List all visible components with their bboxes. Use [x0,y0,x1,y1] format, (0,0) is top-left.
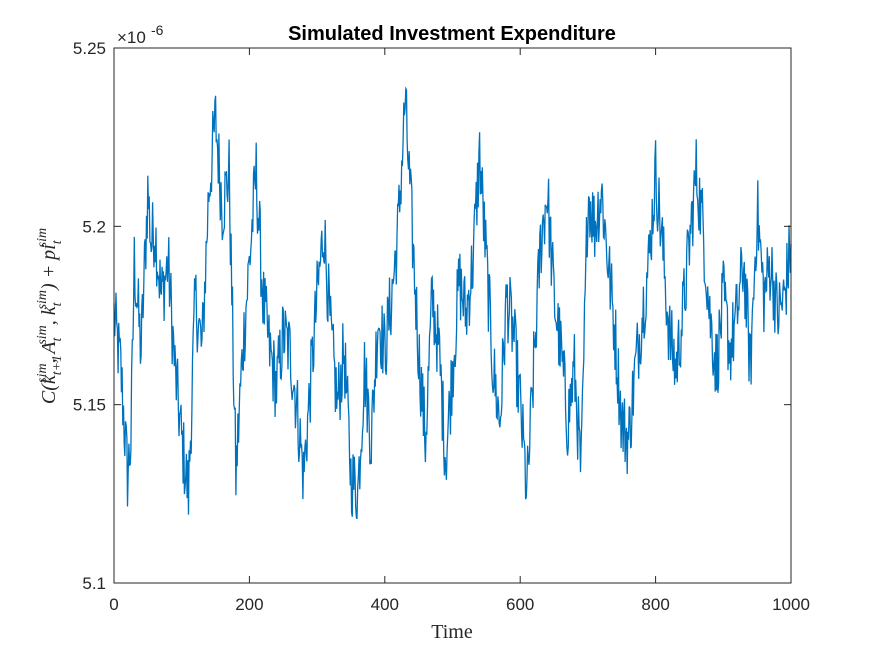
x-axis: 0 200 400 600 800 1000 [109,48,810,614]
plot-marks [113,86,792,520]
y-axis-label: C(kt+1sim, Atsim, ktsim) + pitsim [35,228,65,404]
chart-title: Simulated Investment Expenditure [288,23,616,45]
x-tick-label: 800 [641,595,669,614]
plot-frame [113,47,792,584]
y-axis: 5.1 5.15 5.2 5.25 [73,39,791,593]
series-line [113,86,792,520]
y-tick-label: 5.25 [73,39,106,58]
x-tick-label: 200 [235,595,263,614]
x-tick-label: 600 [506,595,534,614]
x-tick-label: 1000 [772,595,810,614]
y-tick-label: 5.2 [82,217,106,236]
y-exponent-label: ×10 -6 [117,22,164,47]
x-tick-label: 400 [371,595,399,614]
y-tick-label: 5.1 [82,574,106,593]
x-tick-label: 0 [109,595,118,614]
x-axis-label: Time [431,621,473,643]
svg-text:C(kt+1sim, Atsim, ktsim) + pit: C(kt+1sim, Atsim, ktsim) + pitsim [35,228,65,404]
y-tick-label: 5.15 [73,396,106,415]
svg-text:-6: -6 [151,22,164,38]
svg-text:×10: ×10 [117,28,146,47]
